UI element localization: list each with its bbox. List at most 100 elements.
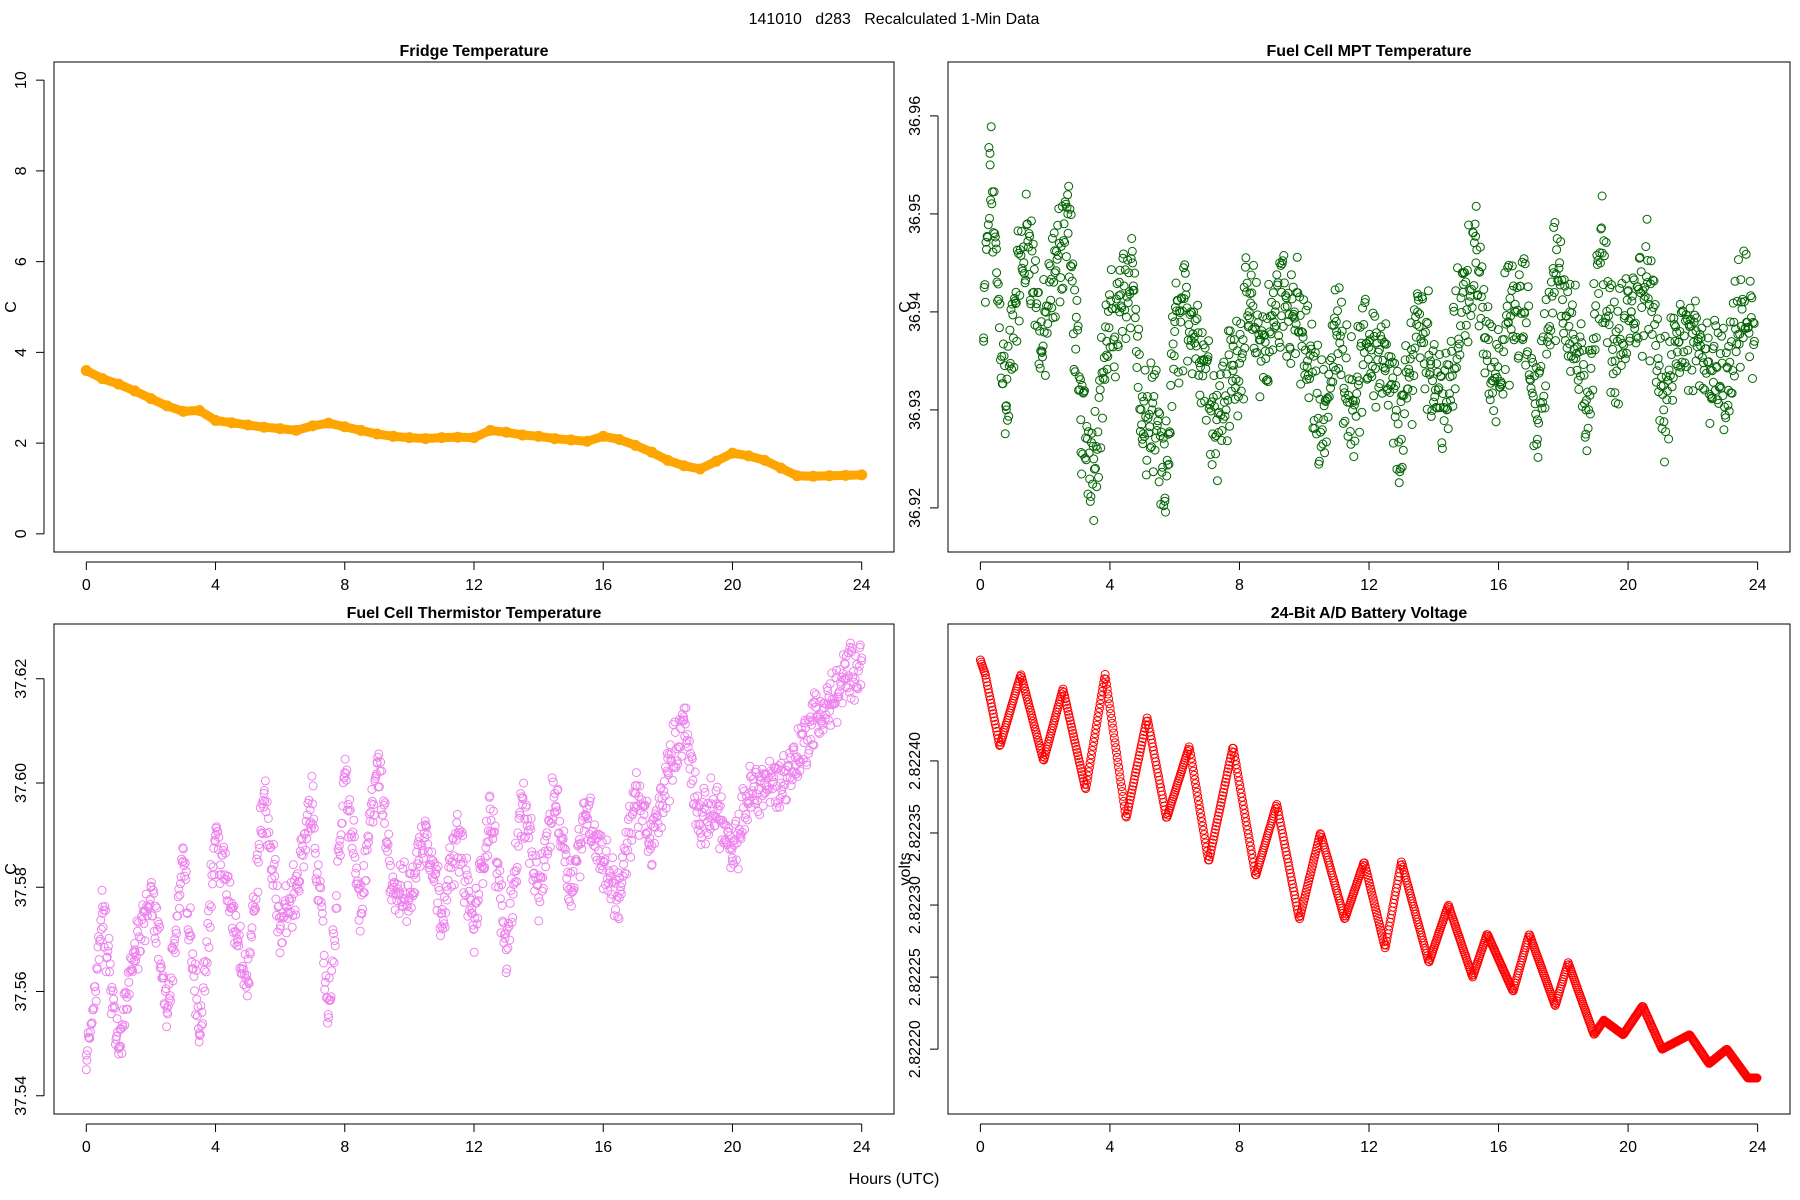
data-point: [1131, 764, 1141, 774]
data-point: [1377, 388, 1387, 398]
data-point: [1124, 802, 1134, 812]
data-point: [363, 838, 373, 847]
data-point: [1187, 758, 1197, 768]
data-point: [1293, 288, 1303, 298]
data-point: [990, 719, 1000, 729]
data-point: [1749, 340, 1759, 350]
data-point: [825, 679, 835, 689]
data-point: [1371, 402, 1381, 412]
data-point: [122, 992, 132, 1002]
data-point: [1124, 268, 1134, 278]
data-point: [1323, 412, 1333, 422]
data-point: [340, 768, 350, 778]
data-point: [1194, 370, 1204, 380]
data-point: [1449, 302, 1458, 312]
data-point: [1056, 273, 1066, 283]
data-point: [103, 946, 113, 956]
data-point: [729, 840, 739, 850]
data-point: [1749, 318, 1759, 328]
data-point: [992, 277, 1002, 287]
data-point: [315, 882, 324, 892]
data-series: [979, 122, 1759, 525]
data-point: [1298, 332, 1308, 342]
data-point: [145, 894, 155, 904]
data-point: [91, 987, 101, 996]
data-point: [277, 938, 287, 948]
data-point: [1626, 314, 1636, 324]
data-point: [231, 910, 241, 920]
data-point: [1464, 297, 1474, 307]
data-point: [1277, 259, 1287, 269]
x-tick-label: 16: [594, 1139, 612, 1156]
data-point: [1700, 385, 1710, 395]
data-point: [550, 788, 560, 798]
data-point: [399, 857, 409, 867]
data-point: [145, 900, 155, 909]
data-point: [701, 805, 711, 815]
data-point: [406, 903, 416, 913]
data-point: [1128, 258, 1138, 268]
data-point: [1126, 792, 1136, 801]
data-point: [1349, 400, 1359, 410]
data-point: [305, 805, 315, 815]
data-point: [1678, 307, 1688, 317]
data-point: [356, 890, 366, 900]
data-point: [1069, 732, 1079, 742]
data-point: [1178, 366, 1188, 376]
data-point: [402, 917, 412, 926]
data-point: [146, 882, 156, 892]
data-point: [1589, 279, 1599, 289]
data-point: [1138, 734, 1148, 743]
data-point: [1542, 349, 1552, 359]
data-point: [290, 424, 302, 436]
data-point: [170, 934, 180, 944]
data-point: [684, 736, 694, 746]
data-point: [247, 923, 257, 933]
data-point: [986, 195, 996, 205]
data-point: [380, 798, 390, 808]
data-point: [1360, 294, 1370, 304]
data-point: [823, 715, 833, 725]
data-point: [151, 938, 161, 948]
data-point: [1134, 349, 1144, 359]
data-point: [1033, 287, 1043, 297]
y-tick-label: 4: [13, 348, 30, 357]
data-point: [990, 716, 1000, 726]
data-point: [706, 773, 716, 783]
data-point: [980, 280, 990, 290]
data-point: [344, 806, 354, 816]
data-point: [1408, 349, 1418, 359]
data-point: [118, 1022, 128, 1032]
data-point: [1218, 361, 1228, 371]
data-point: [110, 1003, 120, 1013]
data-point: [433, 898, 443, 908]
data-point: [1738, 333, 1748, 343]
data-point: [1232, 346, 1242, 356]
data-point: [1131, 304, 1141, 314]
data-point: [691, 820, 701, 829]
data-point: [1655, 333, 1665, 343]
data-point: [837, 698, 847, 708]
data-point: [1682, 362, 1692, 372]
data-point: [1744, 328, 1754, 338]
data-point: [1463, 337, 1473, 347]
data-point: [281, 881, 291, 891]
data-point: [1415, 353, 1425, 363]
data-point: [1144, 409, 1154, 419]
data-point: [1264, 279, 1274, 289]
data-point: [329, 958, 339, 967]
data-point: [1072, 295, 1082, 305]
data-point: [545, 842, 555, 852]
data-point: [1198, 821, 1208, 831]
data-point: [1201, 842, 1211, 852]
data-point: [1066, 210, 1076, 220]
data-point: [1072, 744, 1082, 754]
data-point: [1375, 379, 1385, 389]
data-point: [1646, 256, 1656, 266]
data-point: [1192, 787, 1202, 797]
data-point: [773, 798, 783, 808]
data-point: [135, 946, 145, 956]
data-point: [1073, 751, 1083, 761]
data-point: [253, 887, 263, 897]
data-point: [133, 926, 142, 936]
